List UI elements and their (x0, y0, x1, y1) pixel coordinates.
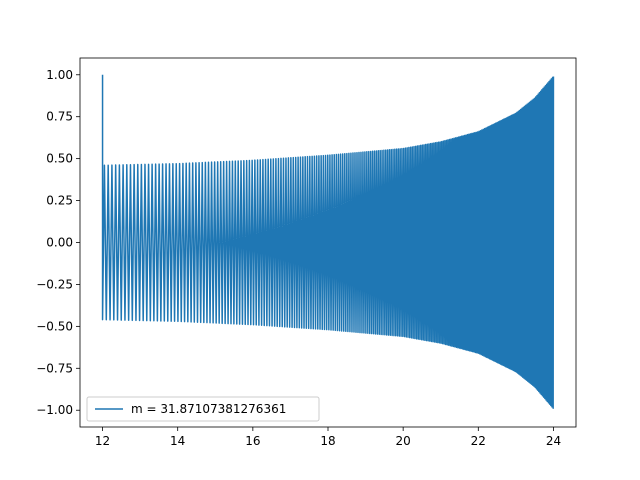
axes: 12 14 16 18 20 22 24 −1.00 −0.75 −0.50 −0.25 0.00 0.… (36, 57, 577, 448)
plot-area (101, 74, 555, 409)
legend-box (86, 396, 320, 422)
y-tick-label: 0.00 (46, 236, 73, 250)
y-tick-label: −0.75 (36, 361, 73, 375)
x-tick-label: 16 (245, 434, 260, 448)
y-tick-label: 0.75 (46, 110, 73, 124)
x-tick-label: 14 (170, 434, 185, 448)
y-tick-label: 0.25 (46, 194, 73, 208)
x-tick-label: 24 (546, 434, 561, 448)
y-tick-label: −1.00 (36, 403, 73, 417)
x-tick-label: 12 (95, 434, 110, 448)
x-tick-label: 22 (471, 434, 486, 448)
x-tick-label: 20 (396, 434, 411, 448)
y-tick-label: −0.50 (36, 319, 73, 333)
legend-label: m = 31.87107381276361 (131, 402, 286, 416)
legend: m = 31.87107381276361 (86, 396, 320, 422)
y-tick-label: 1.00 (46, 68, 73, 82)
y-tick-label: −0.25 (36, 277, 73, 291)
y-tick-label: 0.50 (46, 152, 73, 166)
x-tick-label: 18 (320, 434, 335, 448)
series-line-0 (101, 74, 555, 409)
